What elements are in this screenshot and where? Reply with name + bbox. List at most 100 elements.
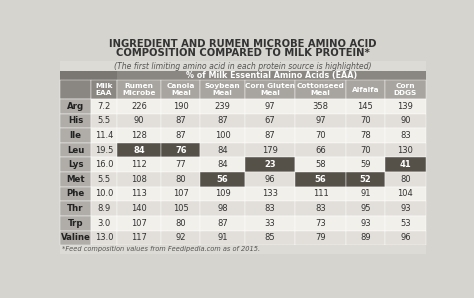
Text: Leu: Leu <box>67 146 84 155</box>
Text: 96: 96 <box>400 233 411 242</box>
Bar <box>295 201 346 216</box>
Bar <box>295 231 346 245</box>
Bar <box>295 187 346 201</box>
Text: 79: 79 <box>315 233 326 242</box>
Bar <box>201 128 245 143</box>
Text: 10.0: 10.0 <box>95 190 113 198</box>
Bar <box>201 216 245 231</box>
Text: 239: 239 <box>215 102 230 111</box>
Bar <box>346 114 385 128</box>
Bar <box>161 187 201 201</box>
Text: 111: 111 <box>313 190 328 198</box>
Bar <box>295 172 346 187</box>
Text: 87: 87 <box>175 131 186 140</box>
Bar <box>60 143 91 157</box>
Text: 100: 100 <box>215 131 230 140</box>
Text: Canola
Meal: Canola Meal <box>167 83 195 96</box>
Text: 33: 33 <box>264 219 275 228</box>
Text: 90: 90 <box>134 116 145 125</box>
Text: 89: 89 <box>360 233 371 242</box>
Bar <box>161 201 201 216</box>
Bar <box>117 143 161 157</box>
Text: Alfalfa: Alfalfa <box>352 87 379 93</box>
Text: 8.9: 8.9 <box>98 204 111 213</box>
Text: 23: 23 <box>264 160 276 169</box>
Bar <box>385 216 426 231</box>
Bar <box>117 71 426 80</box>
Text: 19.5: 19.5 <box>95 146 113 155</box>
Bar <box>201 114 245 128</box>
Bar <box>385 114 426 128</box>
Bar <box>201 231 245 245</box>
Bar <box>346 99 385 114</box>
Bar <box>201 187 245 201</box>
Text: 11.4: 11.4 <box>95 131 113 140</box>
Bar <box>91 157 117 172</box>
Text: 128: 128 <box>131 131 147 140</box>
Text: 145: 145 <box>357 102 374 111</box>
Bar <box>245 143 295 157</box>
Bar <box>117 128 161 143</box>
Text: 73: 73 <box>315 219 326 228</box>
Bar <box>117 231 161 245</box>
Text: 83: 83 <box>264 204 275 213</box>
Bar <box>295 216 346 231</box>
Bar <box>346 128 385 143</box>
Text: Corn
DDGS: Corn DDGS <box>394 83 417 96</box>
Text: 91: 91 <box>217 233 228 242</box>
Bar <box>245 128 295 143</box>
Bar <box>201 99 245 114</box>
Bar <box>346 157 385 172</box>
Bar <box>91 128 117 143</box>
Text: 7.2: 7.2 <box>98 102 111 111</box>
Text: 56: 56 <box>217 175 228 184</box>
Text: 90: 90 <box>400 116 410 125</box>
Text: 80: 80 <box>175 219 186 228</box>
Text: 87: 87 <box>217 116 228 125</box>
Bar <box>60 187 91 201</box>
Text: Cottonseed
Meal: Cottonseed Meal <box>297 83 345 96</box>
Text: His: His <box>68 116 83 125</box>
Text: 105: 105 <box>173 204 189 213</box>
Bar <box>295 143 346 157</box>
Bar <box>91 114 117 128</box>
Text: 80: 80 <box>175 175 186 184</box>
Text: 98: 98 <box>217 204 228 213</box>
Text: 84: 84 <box>133 146 145 155</box>
Bar <box>161 114 201 128</box>
Text: 84: 84 <box>217 160 228 169</box>
Text: Thr: Thr <box>67 204 84 213</box>
Text: Soybean
Meal: Soybean Meal <box>205 83 240 96</box>
Bar <box>161 99 201 114</box>
Text: 133: 133 <box>262 190 278 198</box>
Bar <box>201 143 245 157</box>
Bar <box>295 99 346 114</box>
Bar <box>117 114 161 128</box>
Text: 13.0: 13.0 <box>95 233 113 242</box>
Bar <box>60 37 426 61</box>
Text: Phe: Phe <box>66 190 85 198</box>
Bar <box>385 157 426 172</box>
Bar <box>385 80 426 99</box>
Text: 85: 85 <box>264 233 275 242</box>
Text: 41: 41 <box>400 160 411 169</box>
Bar <box>346 80 385 99</box>
Bar <box>117 187 161 201</box>
Bar <box>201 172 245 187</box>
Text: 70: 70 <box>360 116 371 125</box>
Bar <box>60 128 91 143</box>
Bar <box>161 231 201 245</box>
Bar <box>295 157 346 172</box>
Bar <box>91 143 117 157</box>
Text: 93: 93 <box>360 219 371 228</box>
Bar <box>385 99 426 114</box>
Bar <box>161 172 201 187</box>
Text: Lys: Lys <box>68 160 83 169</box>
Bar <box>201 80 245 99</box>
Text: 96: 96 <box>264 175 275 184</box>
Bar <box>161 216 201 231</box>
Text: 70: 70 <box>315 131 326 140</box>
Bar <box>60 71 117 80</box>
Bar <box>385 172 426 187</box>
Text: 139: 139 <box>398 102 413 111</box>
